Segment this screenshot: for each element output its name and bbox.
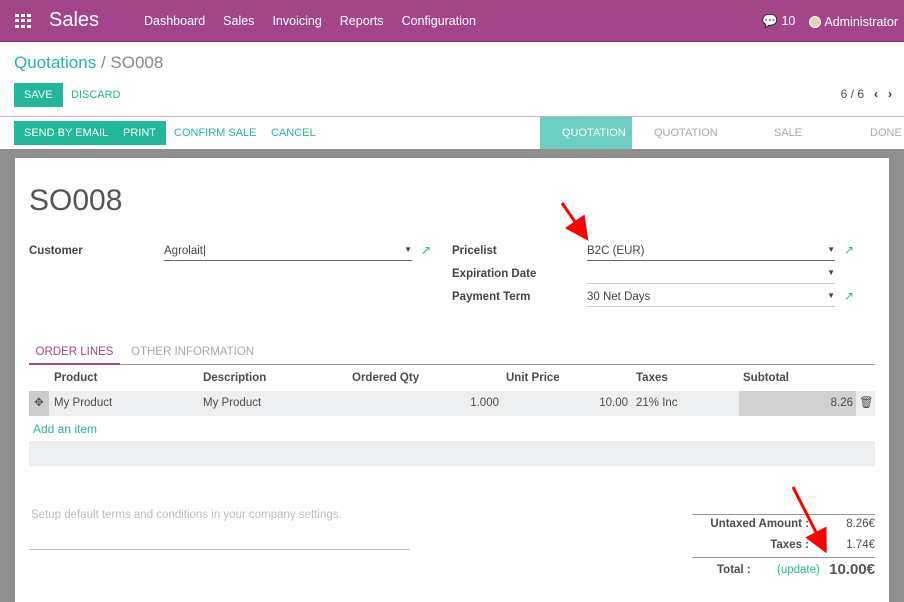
tab-order-lines[interactable]: ORDER LINES [29,346,120,365]
payment-term-label: Payment Term [452,291,531,303]
discard-button[interactable]: DISCARD [71,89,121,101]
cell-qty: 1.000 [470,397,499,409]
col-description: Description [203,372,267,384]
status-quotation[interactable]: QUOTATION [540,117,632,149]
terms-textarea[interactable]: Setup default terms and conditions in yo… [29,509,410,550]
messages-count: 10 [781,14,796,28]
chat-icon: 💬 [762,14,778,28]
total-label: Total : [717,564,751,576]
untaxed-label: Untaxed Amount : [710,518,809,530]
caret-down-icon: ▼ [827,245,835,254]
cancel-button[interactable]: CANCEL [271,127,316,139]
add-item-link[interactable]: Add an item [33,422,98,436]
send-by-email-button[interactable]: SEND BY EMAIL [14,121,119,145]
apps-grid-icon[interactable] [15,14,31,28]
chevron-left-icon[interactable]: ‹ [874,87,878,101]
pricelist-field[interactable]: B2C (EUR) ▼ [587,243,835,261]
messages-button[interactable]: 💬 10 [762,14,795,29]
red-arrow-pricelist [560,202,589,241]
cell-description: My Product [203,397,262,409]
user-menu[interactable]: Administrator [809,15,898,29]
external-link-icon[interactable]: ↗ [844,289,855,303]
red-arrow-total [791,486,827,554]
cell-subtotal: 8.26 [739,391,856,416]
breadcrumb-current: SO008 [110,53,164,72]
caret-down-icon: ▼ [827,268,835,277]
menu-configuration[interactable]: Configuration [401,14,476,28]
table-row[interactable]: ✥ My Product My Product 1.000 10.00 21% … [29,391,875,416]
col-subtotal: Subtotal [743,372,789,384]
cell-price: 10.00 [599,397,628,409]
breadcrumb-quotations[interactable]: Quotations [14,53,97,72]
drag-handle-icon[interactable]: ✥ [29,391,49,416]
menu-invoicing[interactable]: Invoicing [272,14,322,28]
taxes-label: Taxes : [770,539,809,551]
expiration-field[interactable]: ▼ [587,266,835,284]
order-name: SO008 [29,184,123,217]
col-product: Product [54,372,98,384]
taxes-value: 1.74€ [846,539,875,551]
print-button[interactable]: PRINT [113,121,166,145]
trash-icon[interactable]: 🗑 [859,397,874,409]
status-done[interactable]: DONE [870,127,902,139]
app-brand: Sales [49,9,100,31]
pager-value: 6 / 6 [840,87,864,101]
table-header: Product Description Ordered Qty Unit Pri… [29,370,875,390]
menu-sales[interactable]: Sales [223,14,255,28]
customer-label: Customer [29,245,83,257]
user-name: Administrator [824,14,898,29]
external-link-icon[interactable]: ↗ [421,243,432,257]
menu-reports[interactable]: Reports [339,14,384,28]
top-navbar: Sales Dashboard Sales Invoicing Reports … [0,0,904,42]
pricelist-label: Pricelist [452,245,497,257]
untaxed-value: 8.26€ [846,518,875,530]
customer-field[interactable]: Agrolait| ▼ [164,243,412,261]
cell-taxes: 21% Inc [636,397,678,409]
form-sheet [15,158,889,602]
cell-product: My Product [54,397,113,409]
breadcrumb: Quotations / SO008 [14,53,164,72]
col-unit-price: Unit Price [506,372,560,384]
caret-down-icon: ▼ [827,291,835,300]
avatar [809,15,822,28]
external-link-icon[interactable]: ↗ [844,243,855,257]
chevron-right-icon[interactable]: › [888,87,892,101]
col-taxes: Taxes [636,372,668,384]
payment-term-field[interactable]: 30 Net Days ▼ [587,289,835,307]
caret-down-icon: ▼ [404,245,412,254]
confirm-sale-button[interactable]: CONFIRM SALE [174,127,257,139]
expiration-label: Expiration Date [452,268,537,280]
update-link[interactable]: (update) [777,564,820,576]
total-value: 10.00€ [829,561,875,578]
col-qty: Ordered Qty [352,372,420,384]
save-button[interactable]: SAVE [14,83,63,107]
tab-other-information[interactable]: OTHER INFORMATION [131,346,255,358]
menu-dashboard[interactable]: Dashboard [144,14,206,28]
